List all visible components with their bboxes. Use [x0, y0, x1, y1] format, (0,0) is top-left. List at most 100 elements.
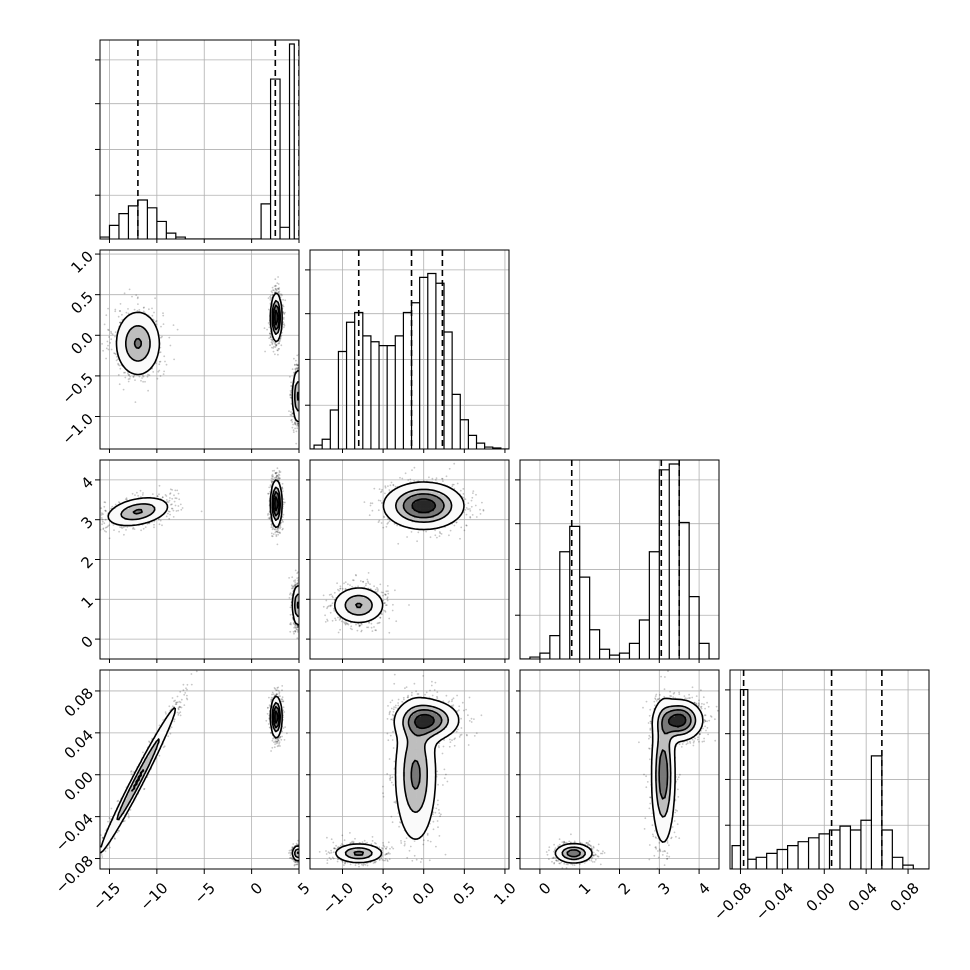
density-cell — [292, 402, 295, 406]
scatter-point — [272, 340, 275, 343]
scatter-point — [279, 527, 281, 530]
scatter-point — [296, 364, 299, 367]
scatter-point — [165, 515, 168, 518]
density-cell — [150, 338, 154, 341]
scatter-point — [174, 504, 177, 507]
scatter-point — [110, 332, 113, 335]
density-cell — [122, 322, 125, 326]
histogram-panel-0 — [95, 40, 299, 239]
scatter-point — [269, 294, 272, 297]
scatter-point — [282, 321, 285, 323]
scatter-point — [114, 503, 117, 506]
scatter-point — [289, 396, 292, 399]
scatter-point — [118, 501, 120, 503]
scatter-point — [299, 391, 301, 393]
scatter-point — [127, 372, 129, 375]
scatter-point — [123, 292, 126, 295]
scatter-point — [168, 499, 171, 502]
density-cell — [139, 364, 143, 368]
scatter-point — [118, 501, 121, 504]
density-cell — [128, 360, 132, 364]
density-cell — [137, 327, 141, 330]
scatter-point — [281, 519, 284, 522]
contour-level-1 — [125, 299, 299, 412]
scatter-point — [271, 535, 273, 537]
density-cell — [119, 349, 123, 353]
density-cell — [146, 327, 149, 330]
density-cell — [274, 329, 278, 333]
scatter-point — [300, 412, 302, 414]
scatter-point — [301, 383, 303, 385]
scatter-point — [133, 374, 136, 377]
scatter-point — [157, 518, 160, 521]
density-cell — [155, 345, 158, 348]
scatter-point — [282, 312, 285, 315]
density-cell — [144, 362, 147, 366]
scatter-frame-0 — [99, 249, 300, 450]
hist-bars-1 — [310, 250, 509, 449]
density-cell — [292, 393, 295, 397]
density-cell — [146, 322, 149, 326]
scatter-point — [303, 403, 305, 405]
scatter-point — [267, 493, 270, 495]
scatter-point — [275, 474, 278, 477]
scatter-point — [156, 377, 159, 380]
density-cell — [139, 367, 143, 370]
scatter-point — [301, 386, 303, 388]
scatter-point — [158, 484, 161, 487]
density-cell — [150, 360, 154, 364]
density-cell — [139, 338, 143, 341]
scatter-point — [273, 289, 275, 292]
scatter-point — [278, 471, 281, 474]
scatter-point — [299, 389, 301, 391]
density-cell — [148, 334, 152, 337]
density-cell — [144, 367, 147, 370]
density-cell — [139, 320, 143, 324]
scatter-point — [175, 510, 178, 512]
density-cell — [279, 329, 282, 333]
scatter-point — [295, 359, 297, 362]
scatter-point — [127, 378, 130, 380]
scatter-point — [303, 418, 305, 420]
density-cell — [137, 336, 141, 339]
scatter-point — [301, 400, 303, 402]
scatter-point — [281, 482, 284, 485]
density-cell — [124, 364, 127, 368]
scatter-point — [290, 385, 292, 387]
density-cell — [296, 413, 299, 417]
scatter-point — [269, 344, 271, 347]
scatter-point — [275, 289, 277, 291]
scatter-point — [113, 529, 115, 531]
scatter-point — [300, 406, 302, 408]
density-cell — [122, 334, 125, 337]
density-cell — [124, 331, 127, 335]
density-cell — [150, 340, 154, 344]
density-cell — [146, 334, 149, 337]
density-cell — [146, 318, 149, 322]
scatter-point — [277, 353, 279, 356]
density-cell — [119, 325, 123, 328]
scatter-point — [299, 416, 301, 418]
scatter-point — [299, 391, 301, 393]
scatter-point — [119, 321, 122, 324]
density-cell — [133, 334, 136, 337]
scatter-point — [105, 314, 108, 317]
scatter-point — [296, 364, 299, 367]
density-cell — [150, 331, 154, 335]
scatter-point — [268, 486, 271, 489]
density-cell — [146, 336, 149, 339]
density-cell — [142, 351, 145, 355]
density-cell — [128, 340, 132, 344]
scatter-point — [277, 348, 280, 350]
scatter-point — [271, 346, 273, 349]
scatter-point — [160, 336, 162, 339]
density-cell — [296, 384, 299, 388]
scatter-point — [275, 344, 278, 347]
scatter-point — [301, 400, 303, 402]
density-cell — [135, 318, 138, 322]
scatter-point — [302, 394, 304, 396]
density-cell — [119, 347, 123, 350]
density-cell — [142, 316, 145, 319]
scatter-point — [152, 319, 155, 321]
scatter-point — [292, 423, 294, 426]
